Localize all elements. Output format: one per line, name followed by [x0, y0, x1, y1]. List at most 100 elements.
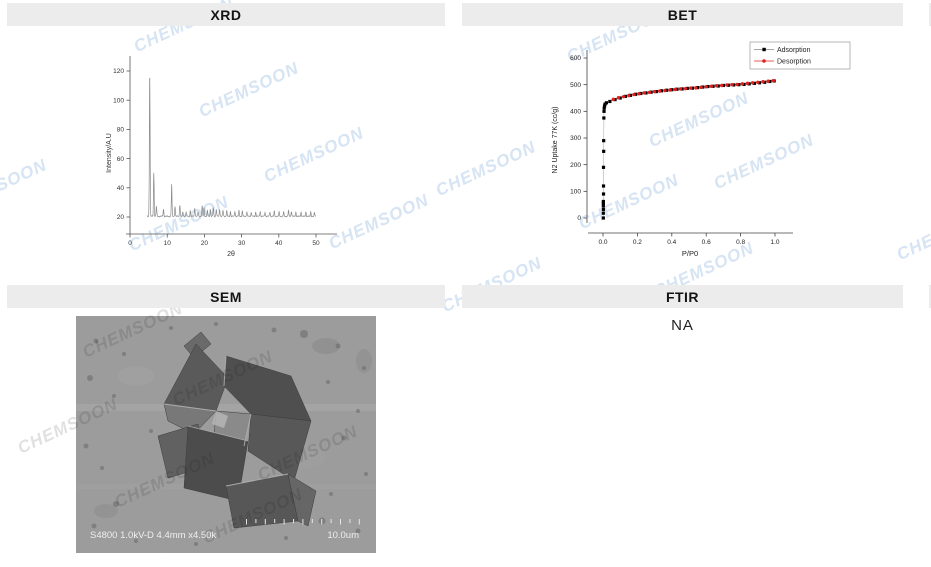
data-point	[675, 87, 679, 91]
sem-scale-tick	[321, 519, 323, 525]
sem-scale-tick	[349, 519, 351, 523]
x-axis-label: P/P0	[682, 249, 698, 258]
data-point	[716, 84, 720, 88]
adsorption-series	[601, 79, 776, 220]
data-point	[618, 96, 622, 100]
legend-box	[749, 41, 851, 70]
sem-scale-tick	[311, 519, 313, 523]
data-point	[601, 201, 605, 205]
data-point	[747, 82, 751, 86]
data-point	[604, 101, 609, 105]
tick-label: 0.4	[667, 239, 676, 246]
data-point	[737, 83, 741, 87]
data-point	[726, 83, 731, 87]
watermark-text: CHEMSOON	[893, 201, 931, 265]
data-point	[632, 92, 636, 97]
data-point	[750, 81, 755, 85]
sem-caption-text: S4800 1.0kV-D 4.4mm x4.50k	[90, 530, 216, 541]
data-point	[616, 96, 621, 100]
data-point	[725, 83, 729, 87]
data-point	[601, 211, 605, 215]
data-point	[719, 83, 724, 88]
data-point	[761, 80, 765, 84]
legend-marker-circle	[762, 59, 766, 63]
tick-label: 0.2	[633, 239, 642, 246]
data-point	[602, 149, 606, 153]
data-point	[602, 116, 606, 120]
bet-axes	[586, 50, 793, 234]
data-point	[602, 106, 606, 110]
watermark-text: CHEMSOON	[432, 137, 539, 201]
data-point	[644, 91, 648, 95]
data-point	[714, 84, 719, 88]
data-point	[756, 80, 760, 84]
sem-image: CHEMSOONCHEMSOONCHEMSOONCHEMSOONCHEMSOON…	[15, 299, 376, 553]
sem-scale-tick	[358, 519, 360, 525]
tick-label: 100	[113, 97, 124, 104]
data-point	[602, 104, 607, 108]
sem-caption: S4800 1.0kV-D 4.4mm x4.50k 10.0um	[90, 519, 360, 541]
sem-crystal-edges	[163, 355, 289, 487]
tick-label: 0.6	[702, 239, 711, 246]
tick-label: 0	[577, 215, 581, 222]
sem-scale-tick	[340, 519, 341, 525]
tick-label: 120	[113, 68, 124, 75]
data-point	[709, 84, 714, 88]
tick-label: 0.0	[598, 239, 607, 246]
data-point	[658, 89, 662, 93]
bet-ticks: 0 100 200 300 400 500 600 0.0 0.2 0.4 0.6 0.8 1.0	[570, 55, 780, 246]
data-point	[601, 207, 605, 212]
tick-label: 40	[117, 185, 125, 192]
data-point	[766, 79, 770, 83]
xrd-title: XRD	[210, 6, 242, 23]
legend-label: Adsorption	[777, 47, 811, 54]
sem-debris-spots	[83, 322, 368, 546]
tick-label: 1.0	[770, 239, 779, 246]
tick-label: 300	[570, 135, 581, 142]
sem-scale-tick	[293, 519, 294, 523]
sem-title: SEM	[210, 288, 242, 305]
data-point	[768, 79, 772, 84]
data-point	[685, 86, 689, 90]
data-point	[663, 88, 667, 93]
bet-chart: 0 100 200 300 400 500 600 0.0 0.2 0.4 0.6 0.8 1.0 P/P…	[552, 41, 851, 258]
bet-header: BET	[462, 3, 903, 26]
cutoff-header-sliver-bottom	[929, 285, 931, 308]
data-point	[711, 84, 715, 88]
sem-scale-tick	[283, 519, 285, 525]
xrd-chart: 20 40 60 80 100 120 0 10 20 30 40 50 2θ Intensity/A.U	[106, 56, 337, 258]
ftir-na-value: NA	[671, 317, 694, 334]
tick-label: 500	[570, 82, 581, 89]
tick-label: 80	[117, 127, 125, 134]
data-point	[659, 89, 664, 93]
data-point	[601, 184, 606, 188]
y-axis-label: N2 Uptake 77K (cc/g)	[552, 107, 559, 174]
sem-bright-ridge	[212, 411, 228, 428]
data-point	[699, 85, 703, 90]
data-point	[730, 82, 734, 87]
sem-scale-tick	[264, 519, 266, 525]
data-point	[673, 87, 677, 92]
data-point	[601, 165, 606, 169]
xrd-axes	[126, 56, 337, 235]
data-point	[623, 94, 627, 98]
data-point	[628, 93, 633, 97]
tick-label: 400	[570, 109, 581, 116]
watermark-text: CHEMSOON	[0, 155, 50, 219]
tick-label: 100	[570, 189, 581, 196]
data-point	[732, 83, 736, 87]
data-point	[611, 97, 616, 102]
data-point	[613, 97, 617, 102]
data-point	[763, 80, 767, 84]
tick-label: 30	[238, 240, 246, 247]
tick-label: 0.8	[736, 239, 745, 246]
data-point	[637, 92, 641, 96]
data-point	[621, 94, 626, 99]
data-point	[690, 86, 695, 90]
ftir-header: FTIR	[462, 285, 903, 308]
sem-scale-label: 10.0um	[327, 530, 359, 541]
tick-label: 0	[128, 240, 132, 247]
data-point	[639, 91, 643, 96]
data-point	[654, 89, 658, 94]
cutoff-header-sliver-top	[929, 3, 931, 26]
